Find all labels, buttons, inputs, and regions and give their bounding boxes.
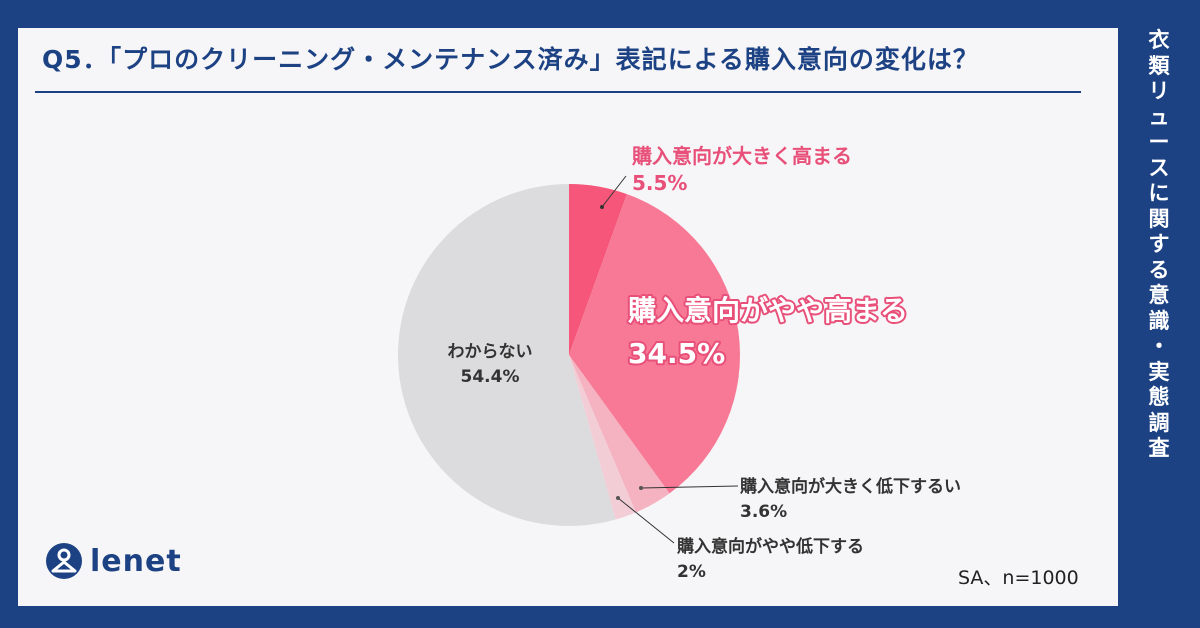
sidebar-char: 調 [1148, 410, 1170, 435]
pie-slice-4 [398, 184, 616, 526]
sidebar-char: す [1148, 232, 1170, 256]
sidebar-char: ー [1148, 130, 1170, 154]
sidebar-vertical-title: 衣類リュースに関する意識・実態調査 [1132, 28, 1186, 508]
label-slice-3-value: 2% [677, 562, 706, 582]
sidebar-char: 実 [1148, 359, 1170, 384]
lenet-logo: lenet [44, 541, 182, 581]
sample-note: SA、n=1000 [958, 567, 1079, 589]
label-slice-0-value: 5.5% [632, 171, 687, 195]
sidebar-char: 衣 [1148, 28, 1170, 52]
sidebar-char: ス [1148, 155, 1170, 180]
label-slice-2-name: 購入意向が大きく低下するい [740, 476, 961, 497]
pie-slice-2 [569, 355, 670, 513]
pie-slice-1 [569, 194, 740, 494]
sidebar-char: に [1148, 181, 1170, 205]
sidebar-char: リ [1148, 79, 1170, 103]
pie-slice-3 [569, 355, 636, 520]
leader-line-slice-2 [640, 485, 739, 489]
sidebar-char: 態 [1148, 385, 1170, 409]
sidebar-char: ・ [1148, 334, 1170, 358]
label-slice-1-value: 34.5% [628, 337, 725, 370]
sidebar-char: る [1148, 257, 1170, 282]
leader-dot-slice-0 [600, 205, 604, 209]
leader-dot-slice-2 [639, 486, 643, 490]
sidebar-char: 類 [1148, 53, 1170, 78]
sidebar-char: ュ [1148, 104, 1170, 129]
logo-mark-icon [46, 543, 82, 579]
pie-slice-0 [569, 184, 627, 355]
leader-line-slice-3 [617, 497, 675, 544]
label-slice-1-name: 購入意向がやや高まる [628, 294, 908, 327]
label-slice-3-name: 購入意向がやや低下する [677, 536, 864, 557]
sidebar-char: 関 [1148, 206, 1170, 231]
sidebar-char: 識 [1148, 308, 1170, 333]
title-divider [35, 91, 1081, 93]
sidebar-char: 意 [1148, 283, 1170, 307]
label-slice-2-value: 3.6% [740, 502, 787, 522]
chart-title: Q5．「プロのクリーニング・メンテナンス済み」表記による購入意向の変化は？ [42, 45, 979, 74]
leader-dot-slice-3 [616, 496, 620, 500]
leader-line-slice-0 [601, 175, 627, 208]
label-slice-0-name: 購入意向が大きく高まる [632, 144, 852, 168]
label-slice-4-name: わからない [448, 342, 533, 362]
logo-text: lenet [90, 543, 182, 579]
label-slice-4-value: 54.4% [461, 367, 520, 387]
sidebar-char: 査 [1148, 436, 1170, 460]
